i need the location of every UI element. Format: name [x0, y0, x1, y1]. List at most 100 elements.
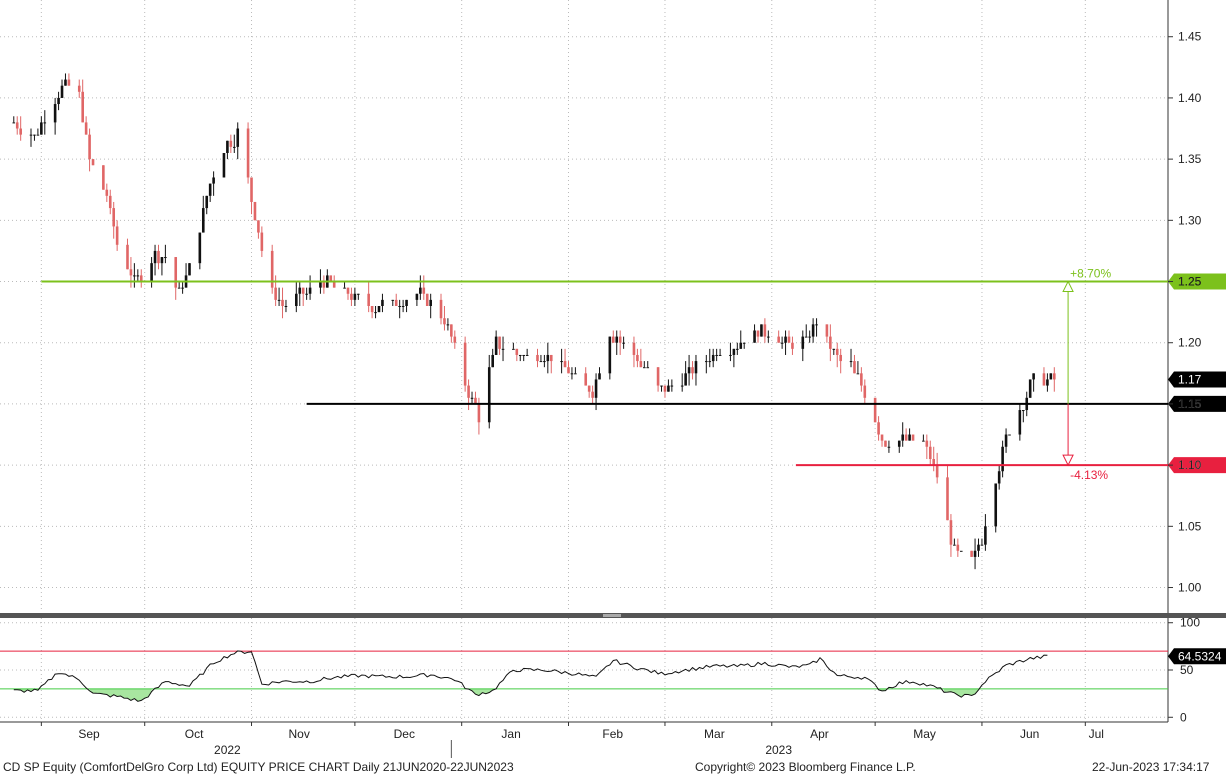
candle-body	[932, 459, 936, 466]
candle-body	[618, 336, 622, 343]
candle-body	[298, 287, 302, 294]
candle-body	[997, 471, 1001, 484]
candle-body	[77, 85, 81, 92]
candle-body	[884, 440, 887, 447]
candle-body	[742, 342, 746, 344]
candle-body	[736, 348, 739, 350]
support-tag-box	[1168, 457, 1226, 474]
candle-body	[367, 293, 370, 306]
oscillator-panel	[0, 650, 1168, 702]
candle-body	[667, 385, 670, 392]
candle-body	[825, 324, 829, 337]
candle-body	[922, 440, 925, 442]
candle-body	[663, 385, 667, 392]
candle-body	[153, 250, 157, 264]
price-tick-label: 1.45	[1178, 30, 1202, 44]
candle-body	[391, 299, 395, 301]
candle-body	[43, 122, 47, 124]
candle-body	[208, 183, 212, 196]
candle-body	[494, 336, 498, 355]
price-tick-label: 1.40	[1178, 91, 1202, 105]
candle-body	[808, 336, 811, 338]
candle-body	[642, 367, 646, 369]
candle-body	[139, 275, 143, 282]
candle-body	[525, 354, 529, 356]
candle-body	[560, 361, 563, 363]
candle-body	[177, 287, 181, 289]
candle-body	[1001, 446, 1004, 472]
candle-body	[136, 275, 140, 277]
candle-body	[777, 336, 780, 343]
candle-body	[512, 348, 515, 350]
candle-body	[463, 342, 467, 386]
candle-body	[332, 281, 336, 288]
resistance-tag-text: 1.25	[1178, 275, 1202, 289]
candle-body	[615, 336, 619, 343]
candle-body	[491, 354, 494, 368]
candle-body	[370, 306, 374, 313]
candle-body	[36, 134, 40, 136]
candle-body	[422, 287, 426, 294]
last-price-tag-box	[1168, 371, 1226, 388]
candle-body	[53, 104, 57, 123]
price-tick-label: 1.20	[1178, 336, 1202, 350]
candle-body	[543, 361, 546, 363]
candle-body	[174, 257, 178, 288]
candle-body	[832, 348, 836, 350]
candle-body	[443, 318, 446, 325]
support-tag: 1.10	[1168, 457, 1226, 474]
candle-body	[250, 177, 253, 202]
candle-body	[394, 299, 398, 306]
candle-body	[232, 146, 236, 148]
month-label: Mar	[704, 727, 725, 741]
candle-body	[646, 367, 650, 369]
candle-body	[908, 434, 911, 441]
oscillator-last-tag-text: 64.5324	[1178, 649, 1222, 663]
candle-body	[226, 140, 229, 153]
candle-body	[897, 440, 901, 447]
candle-body	[1042, 373, 1046, 386]
candle-body	[357, 293, 360, 295]
candle-body	[319, 281, 322, 288]
candle-body	[946, 477, 949, 521]
candle-body	[860, 373, 863, 386]
candle-body	[791, 342, 794, 349]
candle-body	[839, 354, 842, 362]
last-price-tag: 1.17	[1168, 371, 1226, 388]
candle-body	[546, 354, 550, 362]
candle-body	[787, 336, 791, 343]
price-tick-label: 1.25	[1178, 275, 1202, 289]
candle-body	[887, 446, 891, 448]
candle-body	[680, 385, 684, 387]
panel-divider-handle	[603, 614, 621, 617]
candle-body	[474, 397, 477, 404]
chart-description: CD SP Equity (ComfortDelGro Corp Ltd) EQ…	[3, 760, 514, 774]
candle-body	[705, 361, 708, 363]
candle-body	[160, 257, 164, 264]
candle-body	[935, 465, 939, 478]
candle-body	[801, 336, 805, 349]
candle-body	[301, 287, 305, 294]
candle-body	[108, 195, 112, 209]
candle-body	[684, 373, 687, 386]
candle-body	[694, 361, 698, 374]
candle-body	[536, 354, 539, 362]
candle-body	[1046, 379, 1049, 386]
candle-body	[670, 385, 674, 387]
candle-body	[246, 128, 250, 178]
candle-body	[598, 373, 601, 380]
candle-body	[295, 293, 298, 306]
candle-body	[829, 336, 832, 349]
candle-body	[129, 269, 133, 276]
price-tick-label: 1.05	[1178, 519, 1202, 533]
candle-body	[984, 526, 987, 545]
candle-body	[587, 385, 591, 392]
candle-body	[112, 208, 115, 227]
candle-body	[84, 122, 88, 135]
candle-body	[164, 257, 167, 259]
candle-body	[281, 299, 284, 306]
candle-body	[928, 446, 932, 459]
downside-arrow-head	[1062, 454, 1074, 467]
candle-body	[994, 483, 998, 527]
candle-body	[188, 263, 191, 276]
